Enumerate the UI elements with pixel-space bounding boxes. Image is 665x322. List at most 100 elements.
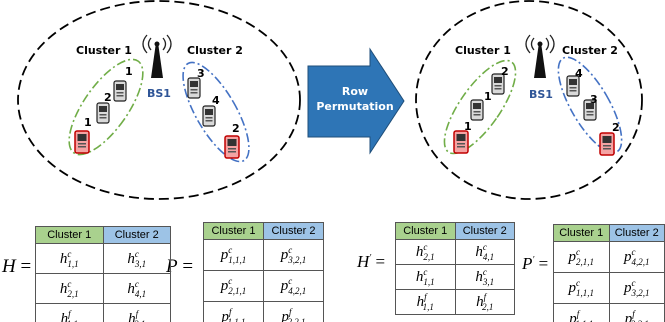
matrix-cell: hc3,1 bbox=[102, 243, 171, 274]
cell-base: p bbox=[624, 249, 632, 265]
cell-superscript: c bbox=[576, 278, 580, 288]
cell-superscript: c bbox=[482, 267, 487, 277]
header-cluster-2: Cluster 2 bbox=[102, 226, 171, 244]
cell-superscript: f bbox=[68, 308, 71, 319]
right-bs-label: BS1 bbox=[529, 88, 553, 101]
device-label: 3 bbox=[197, 67, 205, 80]
cell-subscript: 2,1 bbox=[134, 319, 145, 322]
cell-subscript: 1,1 bbox=[67, 258, 79, 269]
header-cluster-2: Cluster 2 bbox=[608, 224, 665, 242]
cell-base: h bbox=[60, 310, 69, 322]
cell-superscript: c bbox=[228, 276, 233, 286]
cell-superscript: f bbox=[424, 292, 427, 302]
cell-superscript: c bbox=[67, 278, 72, 289]
header-cluster-1: Cluster 1 bbox=[395, 222, 456, 240]
cell-superscript: f bbox=[483, 292, 487, 302]
cell-superscript: c bbox=[576, 247, 580, 257]
cell-subscript: 3,1 bbox=[134, 258, 147, 269]
cell-superscript: f bbox=[576, 309, 580, 319]
power-matrix-table: Cluster 1 Cluster 2 pc1,1,1 pc3,2,1 pc2,1,… bbox=[203, 222, 324, 322]
cell-base: p bbox=[221, 309, 229, 322]
cell-superscript: c bbox=[631, 278, 636, 288]
cell-base: p bbox=[281, 309, 289, 322]
matrix-cell: pc3,2,1 bbox=[608, 272, 665, 304]
cell-superscript: f bbox=[632, 309, 635, 319]
matrix-cell: hc1,1 bbox=[35, 243, 104, 274]
cell-superscript: c bbox=[423, 267, 428, 277]
cell-superscript: c bbox=[134, 278, 139, 289]
matrix-cell: pc2,1,1 bbox=[203, 270, 264, 302]
cell-base: p bbox=[624, 311, 633, 322]
right-cluster2-label: Cluster 2 bbox=[562, 44, 618, 57]
table-row: hc1,1 hc3,1 bbox=[35, 243, 171, 274]
left-cluster2-ellipse bbox=[182, 61, 250, 163]
device-phone-icon bbox=[113, 80, 127, 102]
matrix-cell: hf1,1 bbox=[35, 303, 104, 322]
cell-base: h bbox=[59, 280, 68, 297]
cell-base: p bbox=[220, 278, 229, 294]
cell-superscript: f bbox=[228, 307, 232, 317]
matrix-cell: hc4,1 bbox=[102, 273, 171, 304]
device-label: 3 bbox=[590, 93, 598, 106]
matrix-prime: ' bbox=[532, 254, 535, 265]
device-label: 4 bbox=[575, 67, 583, 80]
equals-sign: = bbox=[371, 252, 386, 271]
channel-matrix-table: Cluster 1 Cluster 2 hc1,1 hc3,1 hc2,1 hc4,1… bbox=[35, 226, 171, 322]
cell-base: p bbox=[569, 311, 577, 322]
matrix-cell: hf2,1 bbox=[454, 289, 515, 315]
arrow-label-line2: Permutation bbox=[316, 100, 393, 113]
cell-subscript: 1,1,1 bbox=[576, 288, 594, 298]
table-row: hc2,1 hc4,1 bbox=[35, 273, 171, 304]
matrix-cell: pf2,2,1 bbox=[263, 301, 324, 322]
permuted-power-matrix-table: Cluster 1 Cluster 2 pc2,1,1 pc4,2,1 pc1,1,… bbox=[553, 224, 665, 322]
matrix-cell: pc2,1,1 bbox=[553, 241, 610, 273]
base-station-tower-icon bbox=[142, 34, 172, 79]
table-row: pc2,1,1 pc4,2,1 bbox=[203, 270, 324, 302]
matrix-cell: pc4,2,1 bbox=[608, 241, 665, 273]
cell-base: h bbox=[415, 244, 424, 260]
equals-sign: = bbox=[534, 254, 549, 273]
matrix-cell: hc1,1 bbox=[395, 264, 456, 290]
matrix-cell: hc2,1 bbox=[395, 239, 456, 265]
cell-superscript: c bbox=[631, 247, 636, 257]
cell-subscript: 3,2,1 bbox=[631, 288, 650, 298]
header-cluster-2: Cluster 2 bbox=[263, 222, 324, 240]
matrix-cell: hc3,1 bbox=[454, 264, 515, 290]
matrix-cell: pc1,1,1 bbox=[203, 239, 264, 271]
cell-base: p bbox=[220, 247, 229, 263]
left-cluster1-ellipse bbox=[68, 58, 144, 156]
left-cluster2-label: Cluster 2 bbox=[187, 44, 243, 57]
matrix-cell: pc1,1,1 bbox=[553, 272, 610, 304]
cell-subscript: 2,2,1 bbox=[287, 317, 306, 322]
matrix-label-p-prime: P' = bbox=[522, 254, 548, 274]
cell-superscript: c bbox=[288, 276, 293, 286]
table-row: pc1,1,1 pc3,2,1 bbox=[203, 239, 324, 271]
right-scene: BS1 Cluster 1 Cluster 2 2 1 1 4 3 2 bbox=[415, 0, 643, 200]
device-phone-icon bbox=[187, 77, 201, 99]
device-label: 1 bbox=[464, 120, 472, 133]
matrix-cell: hf1,1 bbox=[395, 289, 456, 315]
cell-base: h bbox=[416, 294, 425, 310]
row-permutation-arrow: Row Permutation bbox=[307, 47, 405, 155]
matrix-prime: ' bbox=[369, 252, 372, 263]
cell-subscript: 1,1 bbox=[423, 277, 435, 287]
device-phone-red-icon bbox=[599, 132, 615, 156]
right-cluster1-label: Cluster 1 bbox=[455, 44, 511, 57]
arrow-label-line1: Row bbox=[342, 85, 368, 98]
equals-sign: = bbox=[15, 256, 32, 277]
table-row: hc2,1 hc4,1 bbox=[395, 239, 515, 265]
matrix-label-h: H = bbox=[2, 256, 31, 278]
header-cluster-1: Cluster 1 bbox=[553, 224, 610, 242]
cell-superscript: c bbox=[288, 245, 293, 255]
left-cell-boundary bbox=[17, 0, 301, 200]
cell-subscript: 1,1,1 bbox=[227, 317, 246, 322]
device-label: 2 bbox=[612, 121, 620, 134]
device-phone-red-icon bbox=[453, 130, 469, 154]
cell-subscript: 4,1 bbox=[134, 288, 147, 299]
cell-subscript: 1,1,1 bbox=[575, 319, 593, 322]
device-phone-icon bbox=[470, 99, 484, 121]
matrix-cell: pc3,2,1 bbox=[263, 239, 324, 271]
cell-subscript: 1,1 bbox=[422, 302, 434, 312]
